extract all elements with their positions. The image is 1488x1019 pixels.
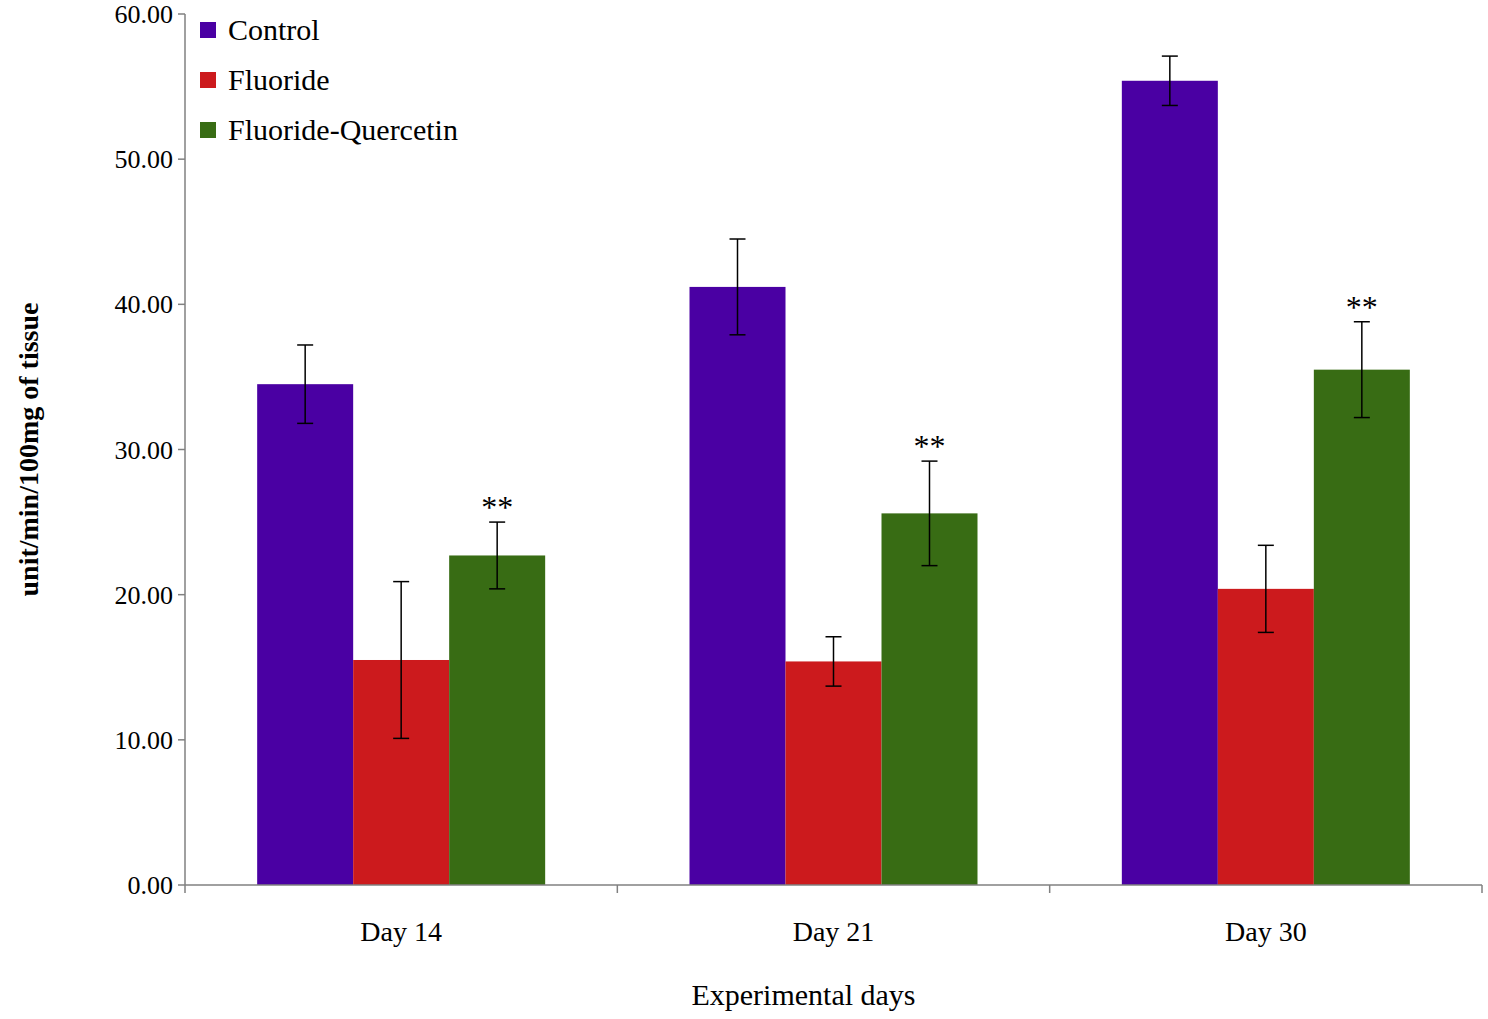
y-tick-label: 30.00 xyxy=(115,436,174,465)
annotation: ** xyxy=(1346,289,1378,325)
legend-swatch xyxy=(200,22,216,38)
error-bar xyxy=(393,582,409,739)
y-tick-label: 50.00 xyxy=(115,145,174,174)
x-tick xyxy=(184,885,186,893)
error-bar xyxy=(922,461,938,566)
legend-label: Fluoride-Quercetin xyxy=(228,113,458,146)
x-axis xyxy=(185,884,1482,886)
y-tick xyxy=(178,594,185,596)
error-bar xyxy=(1162,56,1178,105)
error-bar xyxy=(1258,545,1274,632)
x-axis-title: Experimental days xyxy=(691,978,915,1011)
error-bar xyxy=(730,239,746,335)
error-bar xyxy=(826,637,842,686)
bar xyxy=(690,287,786,885)
bar xyxy=(786,661,882,885)
error-bar xyxy=(297,345,313,423)
x-tick-label: Day 21 xyxy=(793,916,875,947)
legend-swatch xyxy=(200,122,216,138)
bar xyxy=(1122,81,1218,885)
x-tick xyxy=(617,885,619,893)
legend: Control Fluoride Fluoride-Quercetin xyxy=(200,13,458,146)
bar xyxy=(449,555,545,885)
bar xyxy=(1314,370,1410,885)
x-tick xyxy=(1481,885,1483,893)
error-bar xyxy=(489,522,505,589)
bar xyxy=(882,513,978,885)
y-tick xyxy=(178,158,185,160)
y-tick-label: 20.00 xyxy=(115,581,174,610)
y-tick xyxy=(178,884,185,886)
legend-label: Fluoride xyxy=(228,63,330,96)
y-tick xyxy=(178,13,185,15)
y-tick xyxy=(178,304,185,306)
x-tick xyxy=(1049,885,1051,893)
annotation: ** xyxy=(914,428,946,464)
y-tick xyxy=(178,739,185,741)
y-tick-label: 10.00 xyxy=(115,726,174,755)
bar xyxy=(257,384,353,885)
y-tick xyxy=(178,449,185,451)
x-tick-label: Day 14 xyxy=(360,916,442,947)
y-tick-label: 40.00 xyxy=(115,290,174,319)
bar xyxy=(1218,589,1314,885)
chart: ** ** ** 0.00 10.00 20.00 30.00 40.00 50.00 60.00… xyxy=(0,0,1488,1019)
y-tick-label: 60.00 xyxy=(115,0,174,29)
legend-label: Control xyxy=(228,13,320,46)
legend-swatch xyxy=(200,72,216,88)
y-axis-title: unit/min/100mg of tissue xyxy=(13,302,44,596)
plot-area xyxy=(257,56,1410,885)
y-tick-label: 0.00 xyxy=(128,871,174,900)
x-tick-label: Day 30 xyxy=(1225,916,1307,947)
annotation: ** xyxy=(481,489,513,525)
error-bar xyxy=(1354,322,1370,418)
